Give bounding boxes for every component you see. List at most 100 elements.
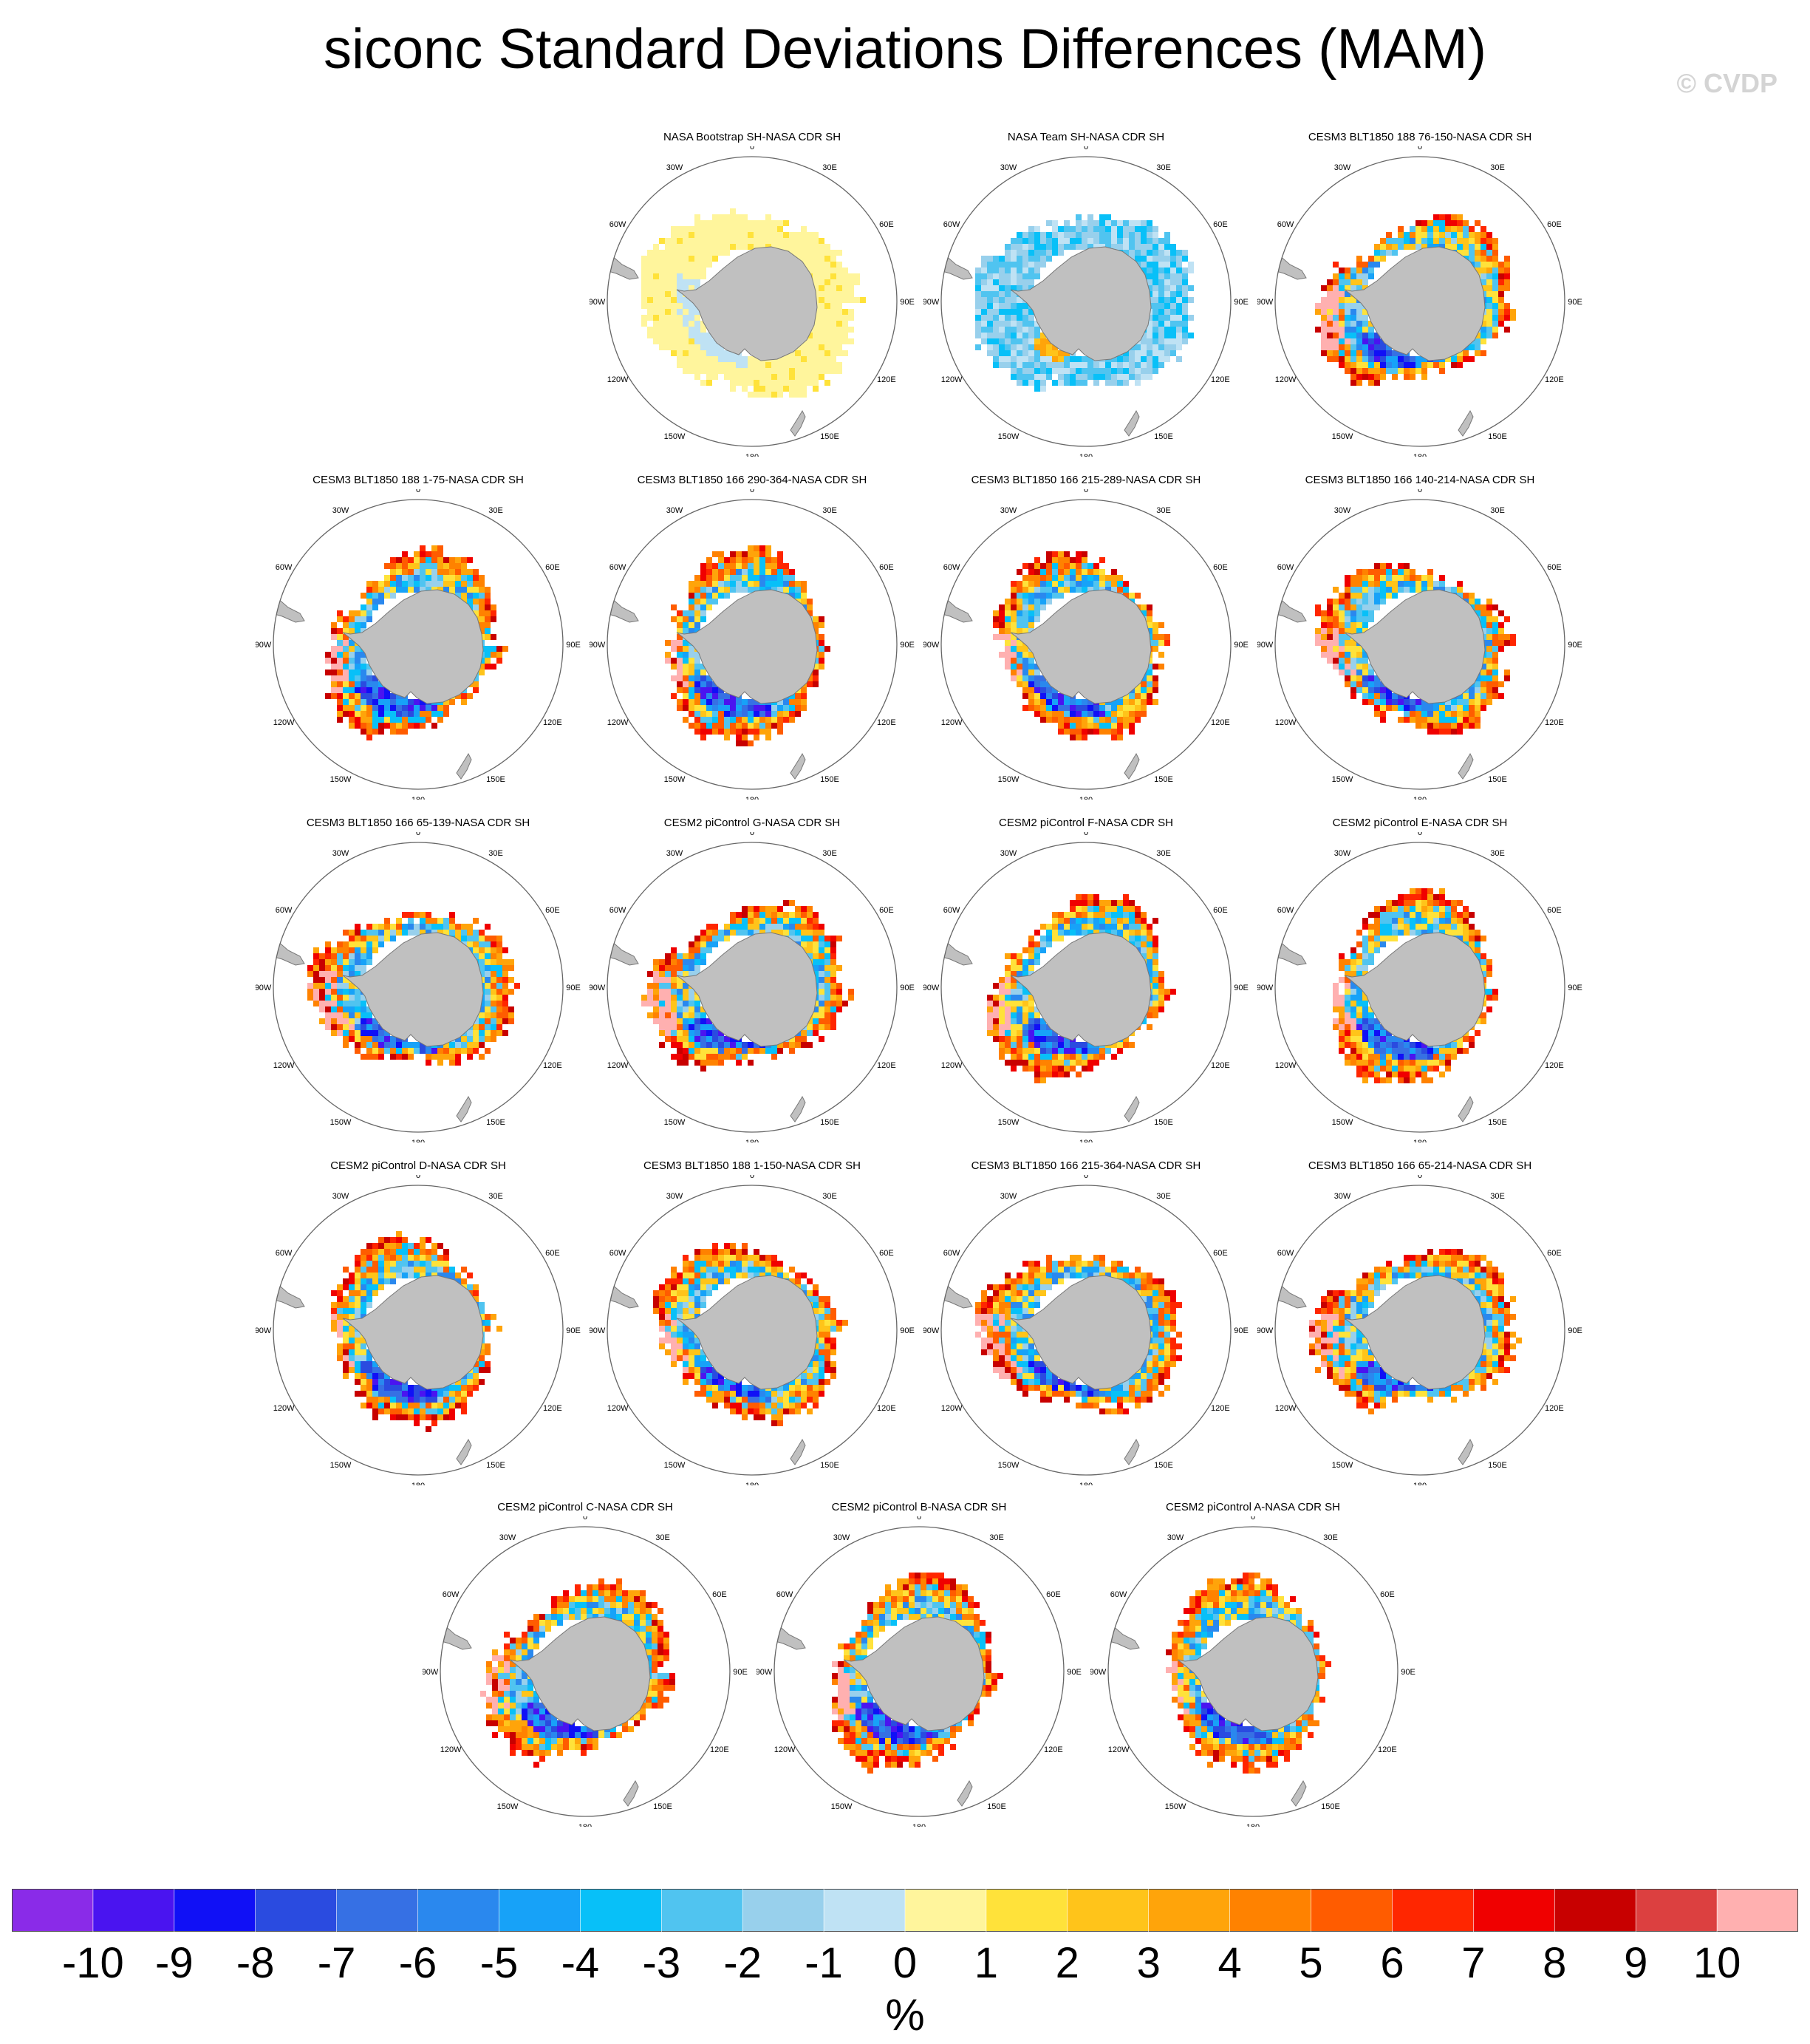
data-cell xyxy=(1040,675,1046,681)
data-cell xyxy=(736,569,742,575)
data-cell xyxy=(854,279,860,285)
data-cell xyxy=(1152,244,1158,250)
data-cell xyxy=(830,303,836,309)
data-cell xyxy=(479,628,485,634)
data-cell xyxy=(694,965,700,971)
data-cell xyxy=(1028,1054,1034,1060)
data-cell xyxy=(1135,687,1141,693)
data-cell xyxy=(689,652,694,658)
data-cell xyxy=(742,356,748,362)
data-cell xyxy=(1046,1072,1052,1077)
antarctica-landmass xyxy=(676,589,818,704)
data-cell xyxy=(1345,587,1350,593)
data-cell xyxy=(718,563,724,569)
data-cell xyxy=(1415,362,1421,368)
data-cell xyxy=(1398,924,1404,930)
data-cell xyxy=(1017,953,1022,959)
data-cell xyxy=(736,587,742,593)
data-cell xyxy=(1058,238,1064,244)
data-cell xyxy=(1022,1042,1028,1048)
data-cell xyxy=(771,238,777,244)
data-cell xyxy=(1070,1042,1076,1048)
data-cell xyxy=(993,983,999,989)
data-cell xyxy=(659,1012,665,1018)
data-cell xyxy=(1034,374,1040,380)
data-cell xyxy=(1093,232,1099,238)
data-cell xyxy=(1339,362,1345,368)
data-cell xyxy=(677,1042,683,1048)
data-cell xyxy=(1486,604,1492,610)
data-cell xyxy=(700,262,706,268)
data-cell xyxy=(1034,930,1040,936)
data-cell xyxy=(742,380,748,386)
data-cell xyxy=(1123,711,1129,717)
data-cell xyxy=(1445,906,1451,912)
data-cell xyxy=(1093,575,1099,581)
data-cell xyxy=(372,729,378,735)
data-cell xyxy=(1362,374,1368,380)
data-cell xyxy=(1368,356,1374,362)
data-cell xyxy=(789,593,795,599)
longitude-label: 30E xyxy=(1156,163,1171,172)
data-cell xyxy=(830,279,836,285)
data-cell xyxy=(706,1054,712,1060)
data-cell xyxy=(683,262,689,268)
data-cell xyxy=(366,610,372,616)
data-cell xyxy=(1135,912,1141,918)
data-cell xyxy=(700,717,706,723)
data-cell xyxy=(384,587,390,593)
data-cell xyxy=(1362,670,1368,675)
data-cell xyxy=(1052,557,1058,563)
data-cell xyxy=(1034,362,1040,368)
data-cell xyxy=(1082,1066,1087,1072)
data-cell xyxy=(1345,309,1350,315)
data-cell xyxy=(1445,214,1451,220)
data-cell xyxy=(337,1030,343,1036)
data-cell xyxy=(1111,356,1117,362)
data-cell xyxy=(1469,232,1475,238)
data-cell xyxy=(1321,338,1327,344)
data-cell xyxy=(783,386,789,392)
data-cell xyxy=(485,924,491,930)
data-cell xyxy=(1011,344,1017,350)
data-cell xyxy=(384,687,390,693)
data-cell xyxy=(1182,303,1188,309)
data-cell xyxy=(378,723,384,729)
data-cell xyxy=(1445,717,1451,723)
data-cell xyxy=(361,995,366,1001)
data-cell xyxy=(461,1036,467,1042)
data-cell xyxy=(824,965,830,971)
data-cell xyxy=(1415,711,1421,717)
data-cell xyxy=(683,616,689,622)
data-cell xyxy=(824,333,830,338)
longitude-label: 30E xyxy=(822,506,837,515)
data-cell xyxy=(653,273,659,279)
data-cell xyxy=(1082,900,1087,906)
data-cell xyxy=(683,1054,689,1060)
data-cell xyxy=(830,1018,836,1024)
data-cell xyxy=(1087,717,1093,723)
data-cell xyxy=(1011,1036,1017,1042)
data-cell xyxy=(765,226,771,232)
data-cell xyxy=(789,936,795,941)
data-cell xyxy=(836,350,842,356)
data-cell xyxy=(479,1006,485,1012)
data-cell xyxy=(355,1042,361,1048)
data-cell xyxy=(1105,374,1111,380)
data-cell xyxy=(999,989,1005,995)
data-cell xyxy=(1093,894,1099,900)
data-cell xyxy=(712,569,718,575)
data-cell xyxy=(355,936,361,941)
data-cell xyxy=(1504,279,1510,285)
data-cell xyxy=(1492,285,1498,291)
data-cell xyxy=(1087,900,1093,906)
data-cell xyxy=(355,717,361,723)
data-cell xyxy=(712,563,718,569)
data-cell xyxy=(461,575,467,581)
data-cell xyxy=(1410,226,1415,232)
data-cell xyxy=(1111,380,1117,386)
data-cell xyxy=(689,953,694,959)
data-cell xyxy=(706,557,712,563)
data-cell xyxy=(665,995,671,1001)
data-cell xyxy=(1350,338,1356,344)
